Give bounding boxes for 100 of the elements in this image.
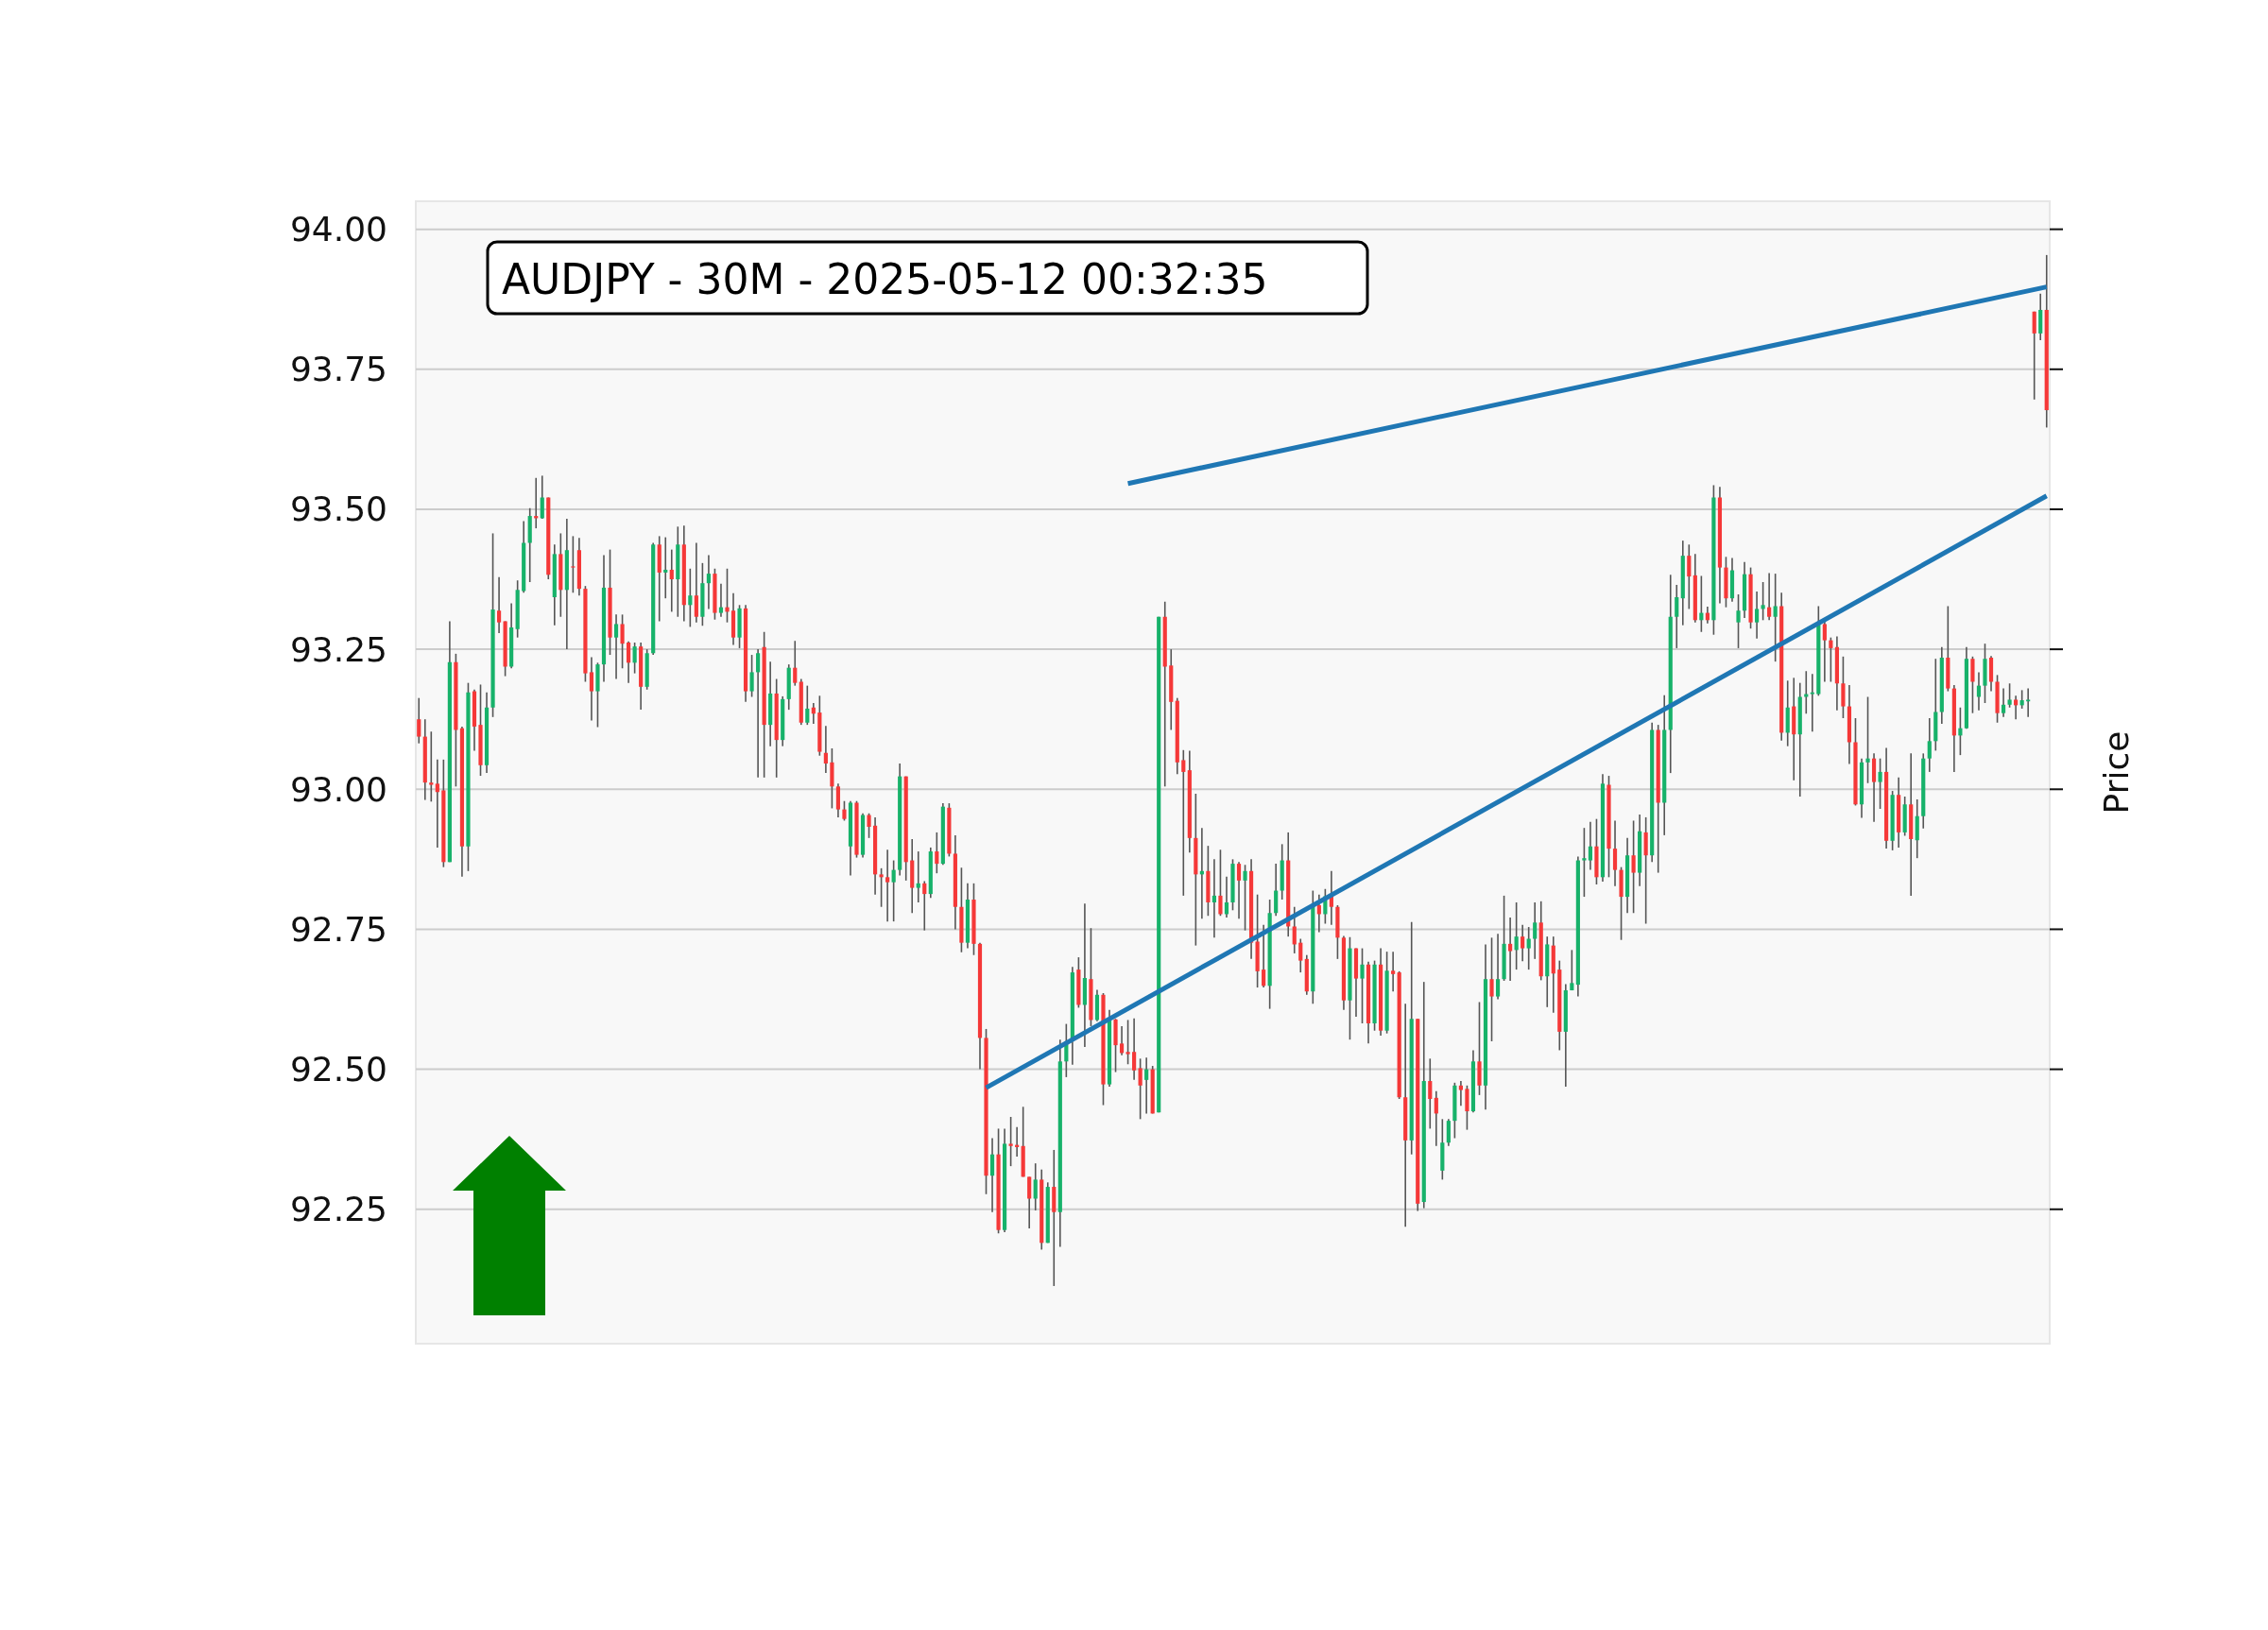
candlestick (2001, 687, 2006, 718)
candlestick (885, 849, 890, 922)
candlestick (496, 575, 502, 634)
candlestick (2032, 310, 2036, 401)
candlestick (1582, 827, 1587, 898)
candlestick (589, 656, 594, 722)
candlestick (1236, 861, 1242, 919)
candlestick (1533, 901, 1538, 960)
candlestick (989, 1137, 995, 1213)
candlestick (1428, 1057, 1433, 1130)
y-tick-label: 94.00 (289, 210, 387, 249)
candlestick (823, 725, 828, 774)
candlestick (805, 684, 810, 726)
candlestick (627, 641, 631, 684)
candlestick (1675, 584, 1679, 649)
candlestick (417, 696, 421, 745)
candlestick (669, 548, 674, 613)
y-tick-label: 92.25 (289, 1190, 387, 1229)
candlestick (1125, 1019, 1130, 1066)
candlestick (1181, 748, 1186, 897)
candlestick (879, 867, 884, 908)
candlestick (1755, 591, 1760, 640)
candlestick (1588, 820, 1593, 871)
candlestick (749, 654, 754, 698)
candlestick (1434, 1090, 1438, 1147)
candlestick (2026, 687, 2031, 718)
candlestick (1465, 1084, 1469, 1131)
candlestick (1495, 933, 1501, 1001)
y-tick-label: 93.75 (289, 350, 387, 389)
y-tick-label: 92.75 (289, 909, 387, 949)
candlestick (756, 648, 761, 779)
candlestick (1761, 581, 1765, 622)
candlestick (620, 613, 625, 670)
candlestick (718, 582, 724, 618)
candlestick (725, 567, 730, 624)
candlestick (1521, 923, 1525, 963)
candlestick (1458, 1080, 1463, 1107)
candlestick (688, 567, 693, 628)
candlestick (1508, 917, 1513, 982)
candlestick (1829, 636, 1833, 683)
candlestick (1687, 543, 1692, 610)
candlestick (1810, 673, 1814, 733)
candlestick (1298, 937, 1303, 973)
candlestick (793, 640, 798, 687)
candlestick (1631, 819, 1636, 915)
candlestick (1822, 620, 1827, 683)
y-tick-label: 93.50 (289, 489, 387, 529)
candlestick (2019, 689, 2024, 710)
candlestick (1391, 951, 1396, 993)
candlestick (1138, 1057, 1143, 1121)
y-tick-label: 93.25 (289, 629, 387, 669)
candlestick (1878, 757, 1882, 810)
candlestick (1262, 923, 1266, 988)
candlestick (1292, 905, 1297, 954)
candlestick (842, 799, 847, 822)
candlestick (1224, 875, 1229, 918)
candlestick (1767, 572, 1772, 622)
candlestick (1489, 936, 1494, 1042)
candlestick (2014, 695, 2019, 720)
candlestick (571, 535, 576, 594)
candlestick (1736, 593, 1741, 649)
candlestick (922, 880, 927, 932)
candlestick (1132, 1017, 1137, 1081)
candlestick (1360, 947, 1365, 1024)
text: AUDJPY - 30M - 2025-05-12 00:32:35 (502, 254, 1268, 303)
candlestick (1526, 926, 1531, 970)
candlestick (1514, 901, 1519, 970)
y-tick-label: 92.50 (289, 1050, 387, 1090)
candlestick (429, 730, 434, 803)
candlestick (867, 812, 871, 839)
candlestick (1033, 1162, 1038, 1211)
candlestick (1316, 893, 1321, 934)
candlestick (435, 759, 439, 849)
candlestick (694, 541, 698, 624)
candlestick (1446, 1118, 1451, 1147)
candlestick (1218, 849, 1223, 918)
y-axis-title: Price (2096, 730, 2136, 815)
candlestick (1027, 1175, 1032, 1229)
candlestick (1976, 671, 1982, 712)
candlestick (1144, 1056, 1149, 1115)
candlestick (1243, 864, 1247, 932)
candlestick (1927, 717, 1932, 773)
y-tick-label: 93.00 (289, 769, 387, 809)
candlestick (1211, 858, 1217, 939)
candlestick (613, 613, 619, 680)
candlestick (916, 850, 920, 903)
candlestick (935, 832, 939, 874)
candlestick (891, 859, 896, 922)
candlestick (2007, 682, 2012, 709)
candlestick (1119, 1025, 1125, 1056)
candlestick (1612, 819, 1618, 887)
candlestick (1274, 863, 1279, 918)
candlestick (1865, 695, 1870, 784)
candlestick (663, 536, 668, 599)
candlestick (632, 642, 637, 675)
candlestick (540, 474, 544, 520)
candlestick (1570, 949, 1574, 991)
candlestick (1773, 573, 1778, 662)
candlestick (1008, 1116, 1013, 1167)
candlestick (706, 554, 711, 610)
